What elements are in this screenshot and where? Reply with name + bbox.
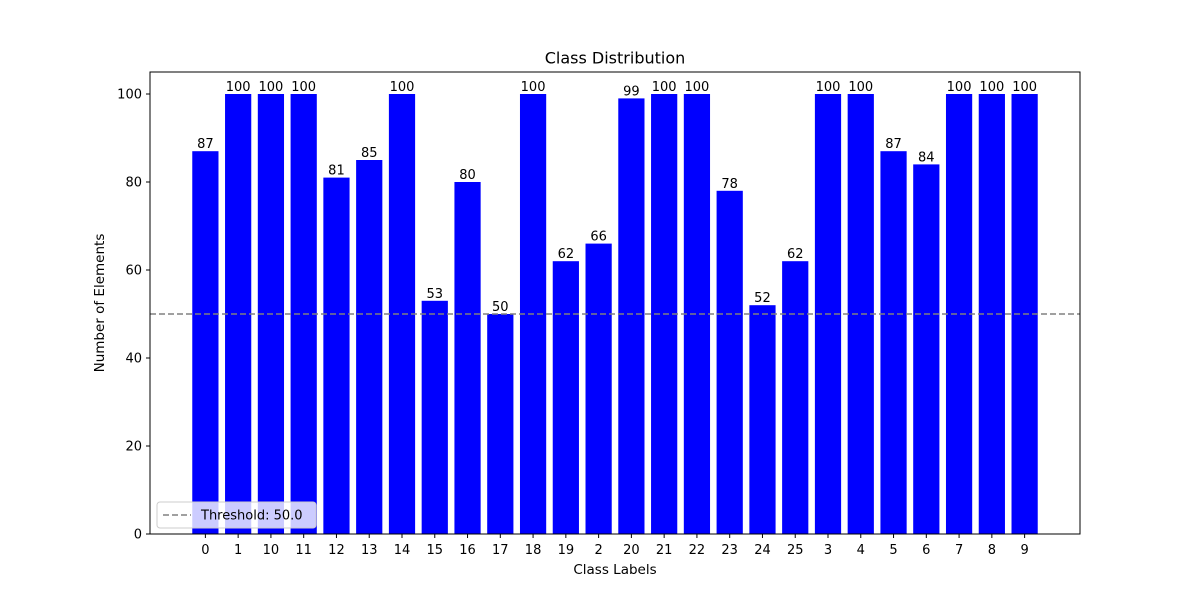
bar-value-label: 100 bbox=[685, 80, 710, 95]
x-tick-label: 23 bbox=[721, 543, 738, 558]
bar-23 bbox=[716, 190, 743, 535]
bar-value-label: 100 bbox=[521, 80, 546, 95]
bar-value-label: 100 bbox=[226, 80, 251, 95]
x-tick-label: 24 bbox=[754, 543, 771, 558]
y-tick-label: 20 bbox=[125, 440, 142, 455]
x-tick-label: 15 bbox=[426, 543, 443, 558]
x-tick-label: 13 bbox=[361, 543, 378, 558]
bar-5 bbox=[880, 151, 907, 534]
bar-value-label: 100 bbox=[947, 80, 972, 95]
y-tick-label: 60 bbox=[125, 264, 142, 279]
bar-24 bbox=[749, 305, 776, 534]
x-tick-label: 12 bbox=[328, 543, 345, 558]
bar-25 bbox=[782, 261, 809, 534]
bar-22 bbox=[683, 94, 711, 534]
bar-value-label: 85 bbox=[361, 146, 378, 161]
bar-value-label: 53 bbox=[426, 287, 443, 302]
bar-value-label: 50 bbox=[492, 300, 509, 315]
plot-area: 87 100 100 100 81 85 100 53 80 50 100 62 66 99 100 100 7… bbox=[150, 80, 1080, 535]
bar-20 bbox=[618, 98, 645, 535]
x-tick-label: 16 bbox=[459, 543, 476, 558]
x-tick-label: 14 bbox=[394, 543, 411, 558]
bar-value-label: 81 bbox=[328, 164, 345, 179]
x-tick-label: 8 bbox=[988, 543, 996, 558]
y-tick-label: 40 bbox=[125, 352, 142, 367]
bar-value-label: 100 bbox=[291, 80, 316, 95]
bar-2 bbox=[585, 243, 612, 534]
y-tick-label: 80 bbox=[125, 176, 142, 191]
bar-value-label: 100 bbox=[652, 80, 677, 95]
x-tick-label: 1 bbox=[234, 543, 242, 558]
bar-value-label: 84 bbox=[918, 150, 935, 165]
bar-value-label: 62 bbox=[558, 247, 575, 262]
bar-value-label: 80 bbox=[459, 168, 476, 183]
x-tick-label: 3 bbox=[824, 543, 832, 558]
x-tick-label: 20 bbox=[623, 543, 640, 558]
bar-value-label: 78 bbox=[721, 177, 738, 192]
x-tick-label: 7 bbox=[955, 543, 963, 558]
y-axis-label: Number of Elements bbox=[92, 234, 108, 373]
x-tick-label: 11 bbox=[295, 543, 312, 558]
bar-12 bbox=[323, 177, 350, 534]
x-tick-label: 19 bbox=[558, 543, 575, 558]
axes: 0 20 40 60 80 100 0 1 10 11 12 13 14 15 16 17 18 19 2 20 21 2… bbox=[117, 71, 1081, 558]
x-tick-label: 17 bbox=[492, 543, 509, 558]
bar-value-label: 100 bbox=[979, 80, 1004, 95]
legend-box bbox=[156, 501, 317, 529]
bar-15 bbox=[421, 300, 448, 534]
bar-4 bbox=[847, 94, 874, 534]
x-tick-label: 18 bbox=[525, 543, 542, 558]
x-tick-label: 10 bbox=[263, 543, 280, 558]
y-tick-label: 0 bbox=[134, 528, 142, 543]
bar-value-label: 100 bbox=[1012, 80, 1037, 95]
x-tick-label: 22 bbox=[689, 543, 706, 558]
x-tick-label: 21 bbox=[656, 543, 673, 558]
bar-value-label: 100 bbox=[390, 80, 415, 95]
bar-16 bbox=[454, 182, 481, 534]
bar-value-label: 52 bbox=[754, 291, 771, 306]
bar-value-label: 100 bbox=[259, 80, 284, 95]
legend-threshold-label: Threshold: 50.0 bbox=[200, 509, 303, 524]
y-tick-label: 100 bbox=[117, 88, 142, 103]
bar-19 bbox=[552, 261, 579, 534]
x-axis-label: Class Labels bbox=[573, 562, 656, 578]
x-tick-label: 0 bbox=[201, 543, 209, 558]
bar-6 bbox=[913, 164, 940, 534]
x-tick-label: 9 bbox=[1020, 543, 1028, 558]
bar-value-label: 87 bbox=[197, 137, 214, 152]
x-tick-label: 2 bbox=[594, 543, 602, 558]
x-tick-label: 5 bbox=[889, 543, 897, 558]
bar-value-label: 100 bbox=[816, 80, 841, 95]
bar-value-label: 99 bbox=[623, 84, 640, 99]
bar-value-label: 100 bbox=[848, 80, 873, 95]
legend: Threshold: 50.0 bbox=[156, 501, 317, 529]
x-tick-label: 25 bbox=[787, 543, 804, 558]
x-tick-label: 4 bbox=[857, 543, 865, 558]
bar-value-label: 62 bbox=[787, 247, 804, 262]
bar-value-label: 87 bbox=[885, 137, 902, 152]
chart-title: Class Distribution bbox=[545, 49, 686, 68]
bar-7 bbox=[945, 94, 973, 534]
bar-17 bbox=[487, 314, 514, 534]
bar-1 bbox=[225, 94, 252, 534]
bar-0 bbox=[192, 151, 219, 534]
bar-value-label: 66 bbox=[590, 230, 607, 245]
x-tick-label: 6 bbox=[922, 543, 930, 558]
bar-13 bbox=[356, 160, 383, 534]
plot-frame bbox=[149, 71, 1081, 535]
